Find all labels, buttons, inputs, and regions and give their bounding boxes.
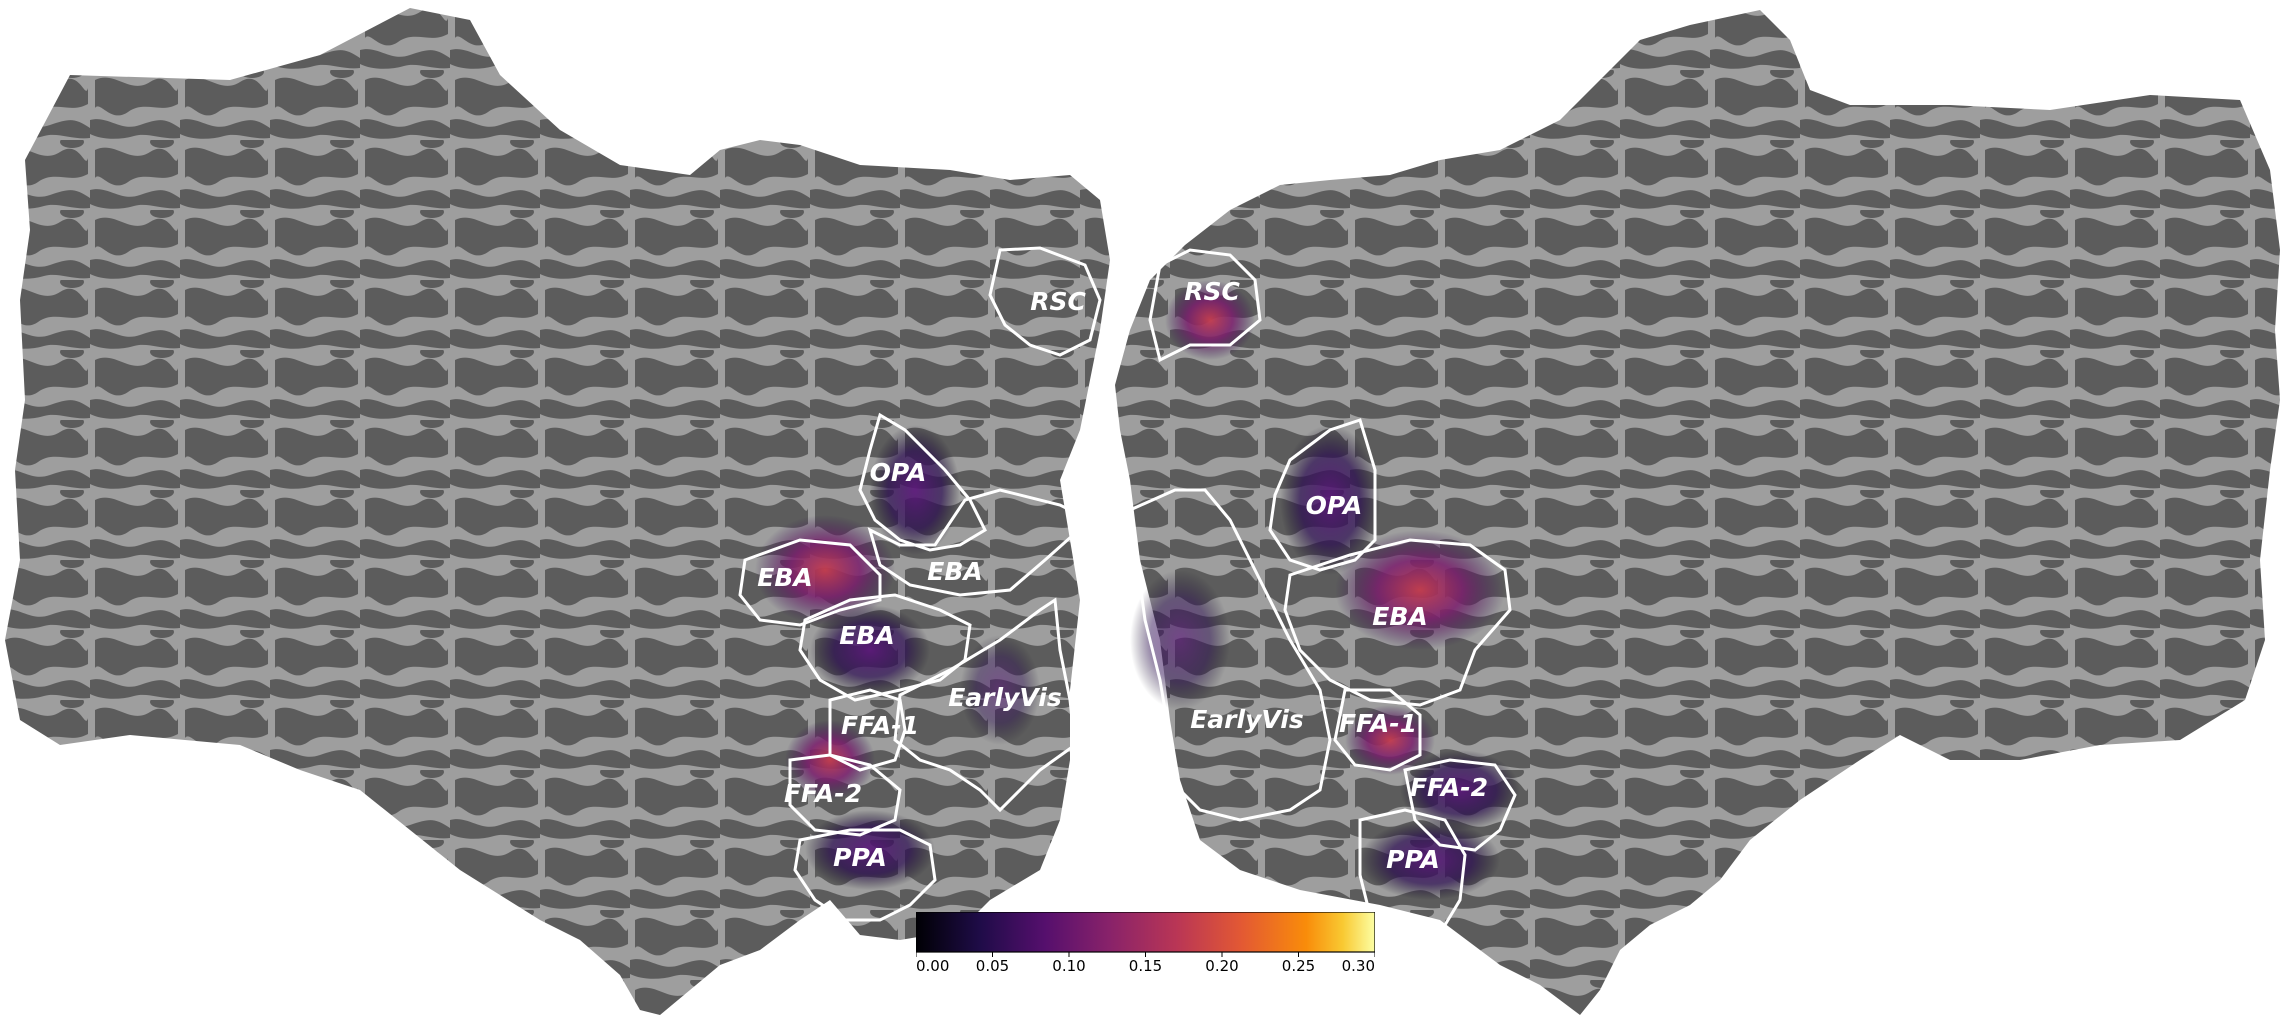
roi-label-opa-left: OPA	[870, 458, 927, 487]
roi-labels-right: RSC OPA EBA EarlyVis FFA-1 FFA-2 PPA	[1184, 277, 1488, 874]
colorbar-tick-label: 0.20	[1205, 957, 1238, 972]
roi-label-ppa-right: PPA	[1386, 845, 1440, 874]
colorbar-tick-label: 0.25	[1282, 957, 1315, 972]
roi-label-ppa-left: PPA	[833, 843, 887, 872]
roi-outline-rsc-left	[988, 246, 1102, 357]
roi-outline-eba-left-1	[738, 538, 882, 627]
roi-outline-earlyvis-right	[1128, 488, 1332, 822]
colorbar-tick-label: 0.30	[1342, 957, 1375, 972]
roi-outline-ffa2-left	[788, 753, 902, 837]
roi-label-ffa1-right: FFA-1	[1339, 709, 1417, 738]
roi-outline-eba-left-2	[867, 488, 1093, 597]
roi-label-earlyvis-right: EarlyVis	[1190, 705, 1304, 734]
colorbar-gradient	[915, 911, 1376, 953]
roi-outline-opa-right	[1268, 418, 1377, 572]
roi-label-eba-left-3: EBA	[839, 621, 894, 650]
roi-outline-eba-right	[1283, 538, 1512, 707]
roi-label-eba-left-2: EBA	[927, 557, 982, 586]
roi-label-rsc-left: RSC	[1030, 287, 1086, 316]
activation-blob	[1335, 530, 1505, 650]
roi-label-eba-left-1: EBA	[757, 563, 812, 592]
colorbar: 0.00 0.05 0.10 0.15 0.20 0.25 0.30	[915, 911, 1376, 975]
colorbar-tick-label: 0.15	[1129, 957, 1162, 972]
colorbar-graphic: 0.00 0.05 0.10 0.15 0.20 0.25 0.30	[915, 911, 1376, 975]
roi-outline-ppa-right	[1358, 808, 1467, 932]
activation-blob	[785, 720, 875, 800]
roi-outline-earlyvis-left	[893, 597, 1077, 813]
activation-blob	[1165, 280, 1255, 360]
activation-blob	[1280, 425, 1380, 575]
activation-blob	[960, 635, 1040, 745]
colorbar-tick-label: 0.05	[976, 957, 1009, 972]
roi-labels-left: RSC OPA EBA EBA EBA EarlyVis FFA-1 FFA-2…	[757, 287, 1086, 872]
roi-outline-opa-left	[858, 412, 987, 552]
roi-outline-ppa-left	[793, 828, 937, 922]
colorbar-ticks: 0.00 0.05 0.10 0.15 0.20 0.25 0.30	[915, 952, 1376, 975]
roi-label-earlyvis-left: EarlyVis	[948, 683, 1062, 712]
roi-label-eba-right: EBA	[1372, 602, 1427, 631]
colorbar-tick-label: 0.10	[1052, 957, 1085, 972]
roi-label-ffa1-left: FFA-1	[841, 711, 919, 740]
activation-blob	[1400, 750, 1520, 830]
roi-outline-ffa1-right	[1333, 688, 1422, 772]
roi-outlines	[738, 246, 1517, 932]
roi-outline-rsc-right	[1148, 248, 1262, 363]
roi-label-opa-right: OPA	[1306, 491, 1363, 520]
roi-label-ffa2-left: FFA-2	[784, 779, 862, 808]
activation-blob	[1130, 570, 1230, 710]
activation-blob	[1360, 820, 1500, 900]
activation-blob	[810, 605, 930, 695]
activation-blob	[870, 425, 960, 555]
roi-label-ffa2-right: FFA-2	[1410, 773, 1488, 802]
roi-outline-ffa2-right	[1403, 758, 1517, 852]
colorbar-tick-label: 0.00	[916, 957, 949, 972]
roi-label-rsc-right: RSC	[1184, 277, 1240, 306]
